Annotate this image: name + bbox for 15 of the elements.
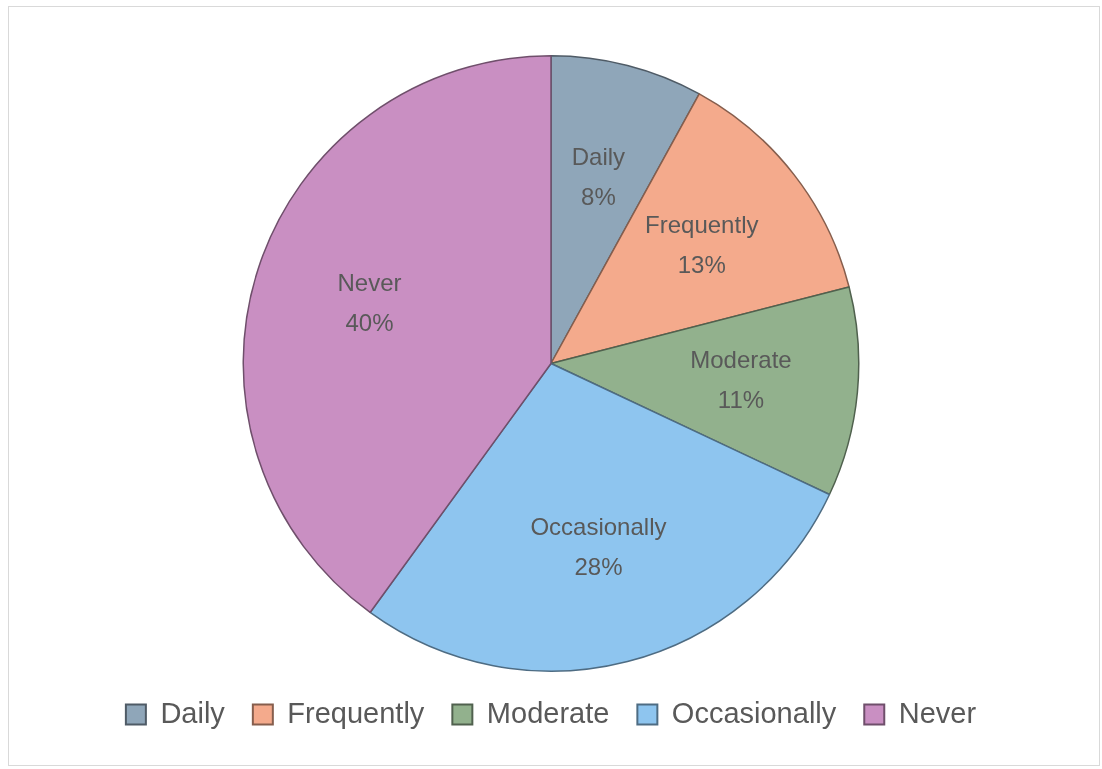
data-label: 40% xyxy=(345,309,394,337)
legend-label: Moderate xyxy=(486,696,610,729)
legend-label: Frequently xyxy=(287,696,425,729)
slice-label: Never xyxy=(337,269,402,297)
data-label: 28% xyxy=(574,552,623,580)
legend-label: Never xyxy=(898,696,977,729)
slice-label: Daily xyxy=(571,143,626,171)
data-label: 8% xyxy=(581,183,616,211)
legend-label: Occasionally xyxy=(671,696,837,729)
slice-label: Moderate xyxy=(690,346,792,374)
data-label: 11% xyxy=(717,386,765,414)
data-label: 13% xyxy=(677,251,726,279)
slice-label: Occasionally xyxy=(530,512,667,540)
slice-label: Frequently xyxy=(645,211,759,239)
legend-label: Daily xyxy=(160,696,226,729)
